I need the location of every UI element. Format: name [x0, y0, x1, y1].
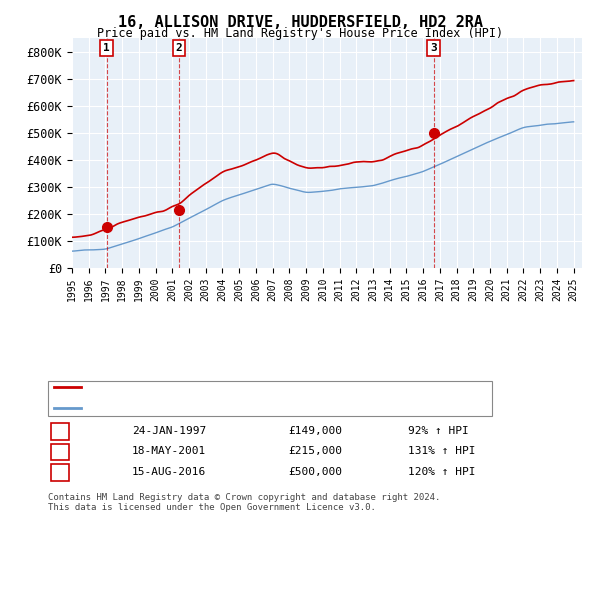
Text: 92% ↑ HPI: 92% ↑ HPI: [408, 426, 469, 435]
Text: Price paid vs. HM Land Registry's House Price Index (HPI): Price paid vs. HM Land Registry's House …: [97, 27, 503, 40]
Text: 3: 3: [430, 43, 437, 53]
Text: 1: 1: [103, 43, 110, 53]
Text: £215,000: £215,000: [288, 447, 342, 456]
Text: £500,000: £500,000: [288, 467, 342, 477]
Text: 131% ↑ HPI: 131% ↑ HPI: [408, 447, 476, 456]
Text: 16, ALLISON DRIVE, HUDDERSFIELD, HD2 2RA: 16, ALLISON DRIVE, HUDDERSFIELD, HD2 2RA: [118, 15, 482, 30]
Text: 120% ↑ HPI: 120% ↑ HPI: [408, 467, 476, 477]
Text: 3: 3: [56, 467, 64, 477]
Text: 16, ALLISON DRIVE, HUDDERSFIELD, HD2 2RA (detached house): 16, ALLISON DRIVE, HUDDERSFIELD, HD2 2RA…: [87, 382, 443, 392]
Text: £149,000: £149,000: [288, 426, 342, 435]
Text: 2: 2: [56, 447, 64, 456]
Text: 24-JAN-1997: 24-JAN-1997: [132, 426, 206, 435]
Text: 18-MAY-2001: 18-MAY-2001: [132, 447, 206, 456]
Text: 2: 2: [175, 43, 182, 53]
Text: Contains HM Land Registry data © Crown copyright and database right 2024.
This d: Contains HM Land Registry data © Crown c…: [48, 493, 440, 512]
Text: 15-AUG-2016: 15-AUG-2016: [132, 467, 206, 477]
Text: HPI: Average price, detached house, Kirklees: HPI: Average price, detached house, Kirk…: [87, 404, 362, 413]
Text: 1: 1: [56, 426, 64, 435]
